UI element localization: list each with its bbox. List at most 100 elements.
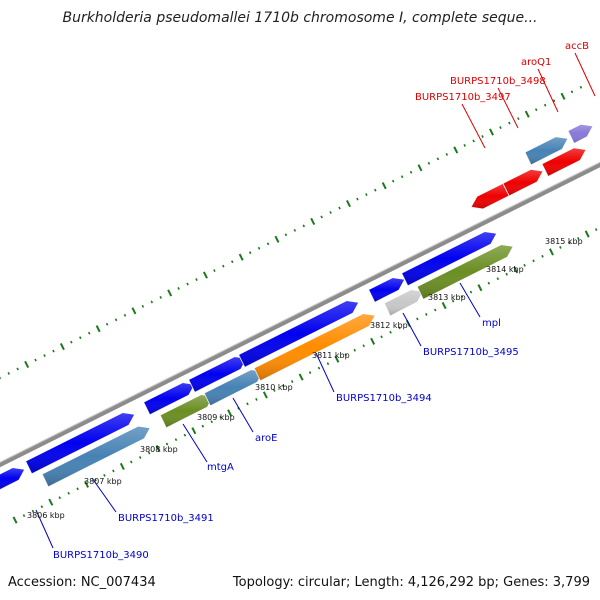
track-tick [427, 161, 431, 165]
track-tick [453, 146, 459, 154]
track-tick [541, 254, 544, 258]
track-tick [231, 260, 234, 264]
gene-arrow-shading [143, 382, 195, 415]
track-tick [552, 99, 556, 103]
track-tick [543, 103, 547, 107]
track-tick [398, 326, 401, 330]
gene-label[interactable]: accB [565, 41, 589, 52]
gene-arrow-shading [524, 136, 568, 165]
leader-line [35, 509, 54, 549]
gene-label[interactable]: aroQ1 [521, 57, 551, 68]
track-tick [147, 451, 151, 455]
label-leader-lines [35, 52, 596, 549]
track-tick [362, 344, 365, 348]
track-tick [24, 360, 30, 369]
gene-label[interactable]: BURPS1710b_3497 [415, 92, 511, 103]
gene-label[interactable]: BURPS1710b_3491 [118, 513, 214, 524]
gene-labels: BURPS1710b_3490 BURPS1710b_3491 mtgA aroE BU… [53, 41, 589, 561]
map-title: Burkholderia pseudomallei 1710b chromoso… [62, 10, 538, 26]
track-tick [584, 230, 590, 238]
chromosome-backbone [0, 161, 600, 468]
track-tick [400, 175, 404, 179]
gene-arrow-shading [541, 147, 587, 177]
track-tick [248, 251, 252, 255]
track-tick [594, 228, 598, 231]
track-tick [255, 397, 258, 401]
track-tick [577, 237, 580, 240]
track-tick [472, 139, 475, 143]
track-tick [238, 253, 244, 261]
track-tick [417, 164, 423, 172]
gene-features [0, 123, 594, 491]
tick-label: 3814 kbp [486, 265, 524, 274]
track-tick [380, 335, 383, 339]
tick-label: 3808 kbp [140, 445, 178, 454]
track-tick [496, 277, 500, 281]
gene-label[interactable]: mtgA [207, 462, 234, 473]
gene-label[interactable]: mpl [482, 318, 501, 329]
track-tick [167, 289, 173, 297]
track-tick [513, 266, 519, 274]
leader-line [315, 352, 335, 393]
leader-line [461, 103, 486, 149]
track-tick [213, 269, 216, 273]
gene-label[interactable]: BURPS1710b_3490 [53, 550, 149, 561]
track-tick [284, 233, 288, 237]
track-tick [67, 491, 70, 495]
track-tick [365, 193, 368, 197]
track-tick [568, 241, 571, 245]
track-tick [79, 336, 82, 340]
gene-arrow-shading [254, 313, 376, 381]
gene-arrow-shading [25, 412, 135, 474]
track-tick [266, 242, 270, 246]
track-tick [356, 197, 359, 201]
track-tick [177, 287, 180, 290]
track-tick [320, 215, 323, 219]
tick-label: 3807 kbp [84, 477, 122, 486]
track-tick [326, 362, 330, 366]
gene-arrow-shading [384, 289, 424, 316]
gene-label[interactable]: BURPS1710b_3494 [336, 393, 432, 404]
track-tick [381, 182, 387, 190]
track-tick [353, 348, 357, 352]
track-tick [570, 90, 574, 94]
track-tick [310, 217, 316, 226]
gene-label[interactable]: BURPS1710b_3495 [423, 347, 519, 358]
gene-arrow-shading [188, 356, 247, 393]
gene-arrow-shading [368, 277, 405, 303]
track-tick [469, 290, 473, 294]
track-tick [548, 248, 554, 256]
track-tick [334, 355, 340, 363]
track-tick [505, 272, 508, 276]
track-tick [346, 199, 351, 208]
track-tick [477, 284, 483, 292]
track-tick [308, 371, 312, 375]
gene-arrow-shading [417, 244, 514, 300]
topology-summary: Topology: circular; Length: 4,126,292 bp… [232, 575, 590, 590]
track-tick [155, 444, 161, 453]
track-tick [532, 259, 535, 263]
track-tick [165, 442, 169, 446]
track-tick [16, 367, 19, 371]
gene-arrow-shading [238, 300, 359, 368]
gene-label[interactable]: aroE [255, 433, 277, 444]
gene-arrow-shading [0, 467, 25, 490]
track-tick [560, 92, 566, 100]
track-tick [159, 295, 162, 299]
track-tick [227, 409, 233, 417]
track-tick [87, 331, 91, 335]
track-tick [290, 380, 294, 383]
track-tick [391, 179, 395, 183]
track-tick [141, 304, 145, 308]
track-tick [130, 460, 133, 464]
track-tick [95, 325, 101, 333]
track-tick [534, 108, 538, 112]
gene-arrow-shading [567, 124, 593, 144]
track-tick [559, 245, 562, 249]
gene-label[interactable]: BURPS1710b_3498 [450, 76, 546, 87]
track-tick [445, 152, 449, 156]
track-tick [517, 117, 520, 121]
track-tick [273, 389, 276, 392]
track-tick [105, 322, 109, 326]
track-tick [246, 402, 249, 406]
